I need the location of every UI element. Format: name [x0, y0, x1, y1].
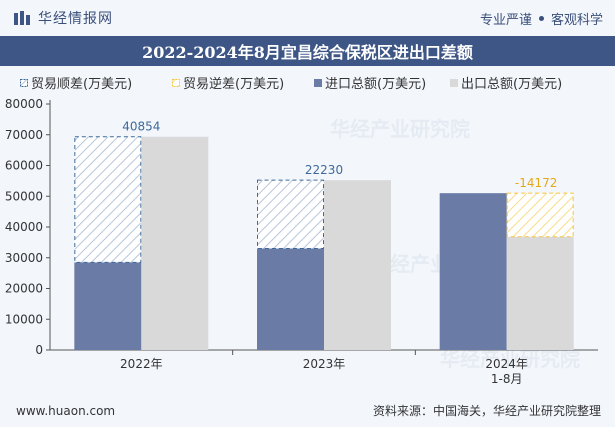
import-bar-0: [74, 262, 142, 350]
data-label-0: 40854: [122, 120, 160, 134]
chart-svg: 贸易顺差(万美元) 贸易逆差(万美元) 进口总额(万美元) 出口总额(万美元) 华经产…: [5, 76, 598, 386]
chart-title: 2022-2024年8月宜昌综合保税区进出口差额: [142, 43, 473, 62]
footer-url[interactable]: www.huaon.com: [16, 403, 116, 418]
data-label-1: 22230: [305, 163, 343, 177]
legend: 贸易顺差(万美元) 贸易逆差(万美元) 进口总额(万美元) 出口总额(万美元): [20, 76, 562, 92]
footer: www.huaon.com 资料来源：中国海关，华经产业研究院整理: [0, 394, 615, 427]
tagline: 专业严谨 客观科学: [480, 9, 603, 28]
y-tick-label-7: 70000: [5, 128, 43, 142]
tagline-dot: [538, 15, 544, 21]
legend-label-3: 出口总额(万美元): [461, 77, 562, 92]
x-tick-label-0: 2022年: [120, 357, 163, 371]
legend-label-2: 进口总额(万美元): [325, 77, 426, 92]
data-label-2: -14172: [515, 176, 558, 190]
y-tick-label-3: 30000: [5, 251, 43, 265]
brand-logo-icon: [14, 11, 30, 25]
x-tick-label-1: 2023年: [303, 357, 346, 371]
brand-name: 华经情报网: [38, 11, 113, 27]
watermark-text-2: 华经产业研究院: [440, 347, 580, 371]
top-bar: 华经情报网 专业严谨 客观科学: [0, 0, 615, 36]
export-bar-2: [506, 236, 574, 350]
import-bar-1: [257, 248, 324, 350]
x-tick-label-2-1: 1-8月: [491, 372, 523, 386]
y-tick-label-8: 80000: [5, 97, 43, 111]
tagline-1: 专业严谨: [479, 12, 532, 28]
title-bar: 2022-2024年8月宜昌综合保税区进出口差额: [0, 36, 615, 66]
y-tick-label-5: 50000: [5, 189, 43, 203]
legend-label-0: 贸易顺差(万美元): [31, 77, 132, 92]
import-bar-2: [439, 193, 507, 350]
legend-swatch-3: [450, 79, 458, 87]
y-tick-label-6: 60000: [5, 159, 43, 173]
legend-label-1: 贸易逆差(万美元): [183, 76, 284, 92]
plot-area: 华经产业研究院华经产业研究院华经产业研究院0100002000030000400…: [5, 97, 598, 386]
legend-swatch-1: [172, 79, 180, 87]
brand: 华经情报网: [14, 8, 113, 28]
x-tick-label-2-0: 2024年: [485, 357, 528, 371]
y-tick-label-0: 0: [35, 343, 43, 357]
tagline-2: 客观科学: [550, 12, 603, 28]
legend-swatch-0: [20, 79, 28, 87]
y-tick-label-2: 20000: [5, 282, 43, 296]
deficit-box-2: [506, 192, 574, 238]
y-tick-label-4: 40000: [5, 220, 43, 234]
legend-swatch-2: [314, 79, 322, 87]
footer-source: 资料来源：中国海关，华经产业研究院整理: [372, 404, 601, 418]
export-bar-0: [141, 136, 209, 350]
y-tick-label-1: 10000: [5, 312, 43, 326]
surplus-box-0: [74, 136, 142, 263]
surplus-box-1: [257, 179, 324, 250]
watermark-text-0: 华经产业研究院: [330, 117, 470, 141]
export-bar-1: [324, 180, 391, 350]
